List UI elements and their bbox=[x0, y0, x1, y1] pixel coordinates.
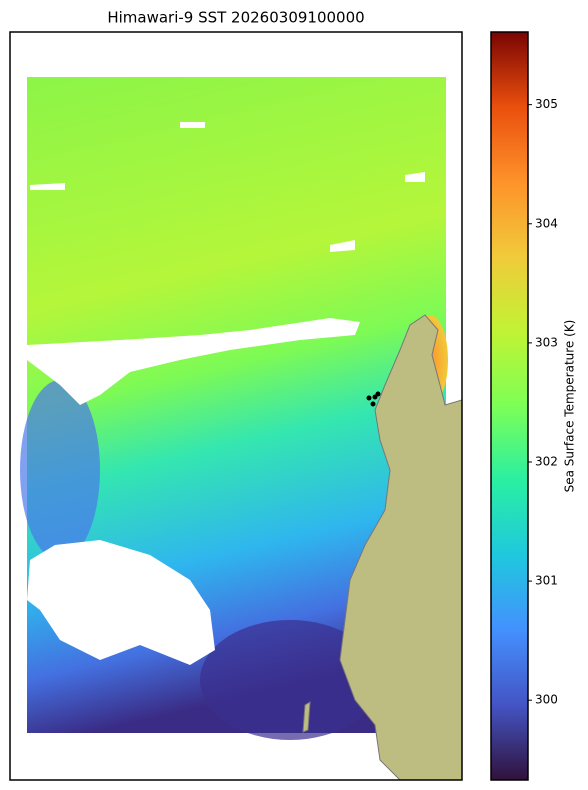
map-frame bbox=[9, 31, 463, 781]
colorbar-tick-label: 305 bbox=[535, 97, 558, 111]
marker bbox=[366, 395, 372, 401]
marker bbox=[370, 401, 376, 407]
colorbar-tick-label: 302 bbox=[535, 454, 558, 468]
colorbar-tick-label: 304 bbox=[535, 216, 558, 230]
land bbox=[339, 314, 462, 780]
colorbar-tick-label: 300 bbox=[535, 693, 558, 707]
sst-patch bbox=[20, 380, 100, 560]
colorbar-tick-label: 301 bbox=[535, 574, 558, 588]
map-title: Himawari-9 SST 20260309100000 bbox=[107, 9, 364, 27]
map bbox=[10, 32, 462, 780]
marker bbox=[375, 391, 381, 397]
island bbox=[302, 701, 311, 733]
colorbar: 300 301 302 303 304 305 bbox=[490, 31, 558, 781]
colorbar-ramp bbox=[490, 31, 529, 781]
sst-patch bbox=[200, 620, 380, 740]
colorbar-label: Sea Surface Temperature (K) bbox=[563, 320, 577, 493]
cloud-mask bbox=[27, 540, 215, 665]
colorbar-tick-label: 303 bbox=[535, 335, 558, 349]
cloud-mask bbox=[27, 318, 360, 405]
